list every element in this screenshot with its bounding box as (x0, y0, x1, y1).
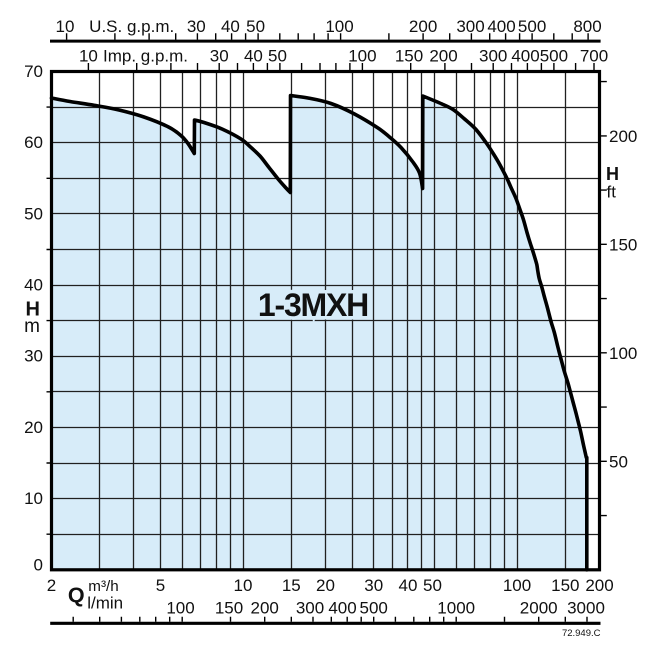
svg-text:100: 100 (348, 47, 376, 66)
svg-text:150: 150 (609, 235, 637, 254)
svg-text:H: H (606, 164, 619, 184)
svg-text:10: 10 (56, 17, 75, 36)
svg-text:200: 200 (585, 576, 613, 595)
svg-text:40: 40 (24, 276, 43, 295)
svg-text:100: 100 (609, 344, 637, 363)
svg-text:200: 200 (409, 17, 437, 36)
svg-text:300: 300 (479, 47, 507, 66)
svg-text:100: 100 (325, 17, 353, 36)
svg-text:400: 400 (487, 17, 515, 36)
svg-text:H: H (26, 299, 40, 321)
svg-text:0: 0 (34, 555, 43, 574)
svg-text:70: 70 (24, 62, 43, 81)
svg-text:2: 2 (47, 576, 56, 595)
svg-text:72.949.C: 72.949.C (562, 628, 601, 639)
svg-text:30: 30 (24, 347, 43, 366)
svg-text:1-3MXH: 1-3MXH (258, 287, 368, 323)
svg-text:20: 20 (316, 576, 335, 595)
svg-text:400: 400 (511, 47, 539, 66)
svg-text:60: 60 (24, 133, 43, 152)
svg-text:5: 5 (156, 576, 165, 595)
svg-text:ft: ft (607, 183, 617, 202)
svg-text:500: 500 (518, 17, 546, 36)
svg-text:300: 300 (296, 598, 324, 617)
svg-text:10: 10 (24, 489, 43, 508)
svg-text:150: 150 (215, 598, 243, 617)
svg-text:150: 150 (551, 576, 579, 595)
svg-text:500: 500 (540, 47, 568, 66)
svg-text:Imp. g.p.m.: Imp. g.p.m. (103, 47, 188, 66)
svg-text:400: 400 (328, 598, 356, 617)
svg-text:300: 300 (456, 17, 484, 36)
svg-text:Q: Q (68, 583, 85, 607)
svg-text:m: m (24, 316, 40, 337)
svg-text:U.S. g.p.m.: U.S. g.p.m. (89, 17, 174, 36)
svg-text:100: 100 (166, 598, 194, 617)
svg-text:m³/h: m³/h (88, 578, 118, 595)
svg-text:150: 150 (395, 47, 423, 66)
svg-text:3000: 3000 (567, 598, 605, 617)
svg-text:200: 200 (429, 47, 457, 66)
svg-text:30: 30 (210, 47, 229, 66)
svg-text:200: 200 (251, 598, 279, 617)
svg-text:800: 800 (573, 17, 601, 36)
svg-text:10: 10 (79, 47, 98, 66)
svg-text:l/min: l/min (87, 594, 123, 613)
svg-text:40: 40 (244, 47, 263, 66)
svg-text:50: 50 (24, 204, 43, 223)
svg-text:40: 40 (221, 17, 240, 36)
svg-text:1000: 1000 (437, 598, 475, 617)
svg-text:200: 200 (609, 127, 637, 146)
svg-text:700: 700 (580, 47, 608, 66)
svg-text:100: 100 (503, 576, 531, 595)
svg-text:10: 10 (234, 576, 253, 595)
svg-text:500: 500 (360, 598, 388, 617)
svg-text:50: 50 (609, 452, 628, 471)
svg-text:30: 30 (364, 576, 383, 595)
svg-text:50: 50 (423, 576, 442, 595)
svg-text:50: 50 (246, 17, 265, 36)
svg-text:40: 40 (399, 576, 418, 595)
svg-text:15: 15 (282, 576, 301, 595)
svg-text:2000: 2000 (520, 598, 558, 617)
svg-text:20: 20 (24, 418, 43, 437)
svg-text:30: 30 (187, 17, 206, 36)
svg-text:50: 50 (268, 47, 287, 66)
